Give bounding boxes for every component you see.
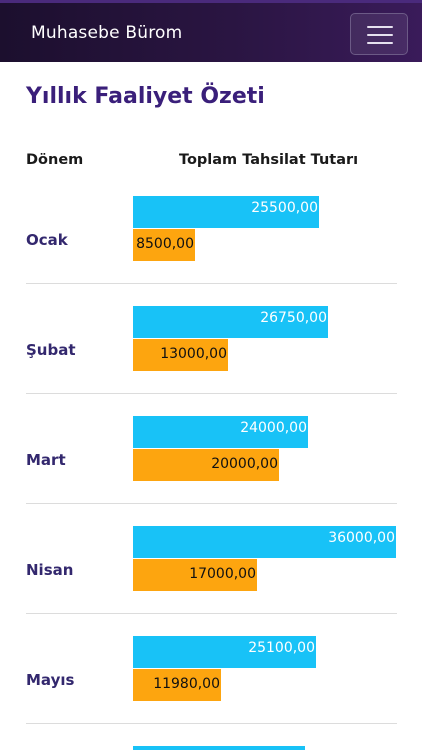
- table-row: Mart 24000,00 20000,00: [0, 416, 422, 526]
- row-divider: [26, 503, 397, 504]
- collected-amount-bar: 17000,00: [133, 559, 257, 591]
- table-row: Mayıs 25100,00 11980,00: [0, 636, 422, 746]
- total-amount-bar: 24000,00: [133, 416, 308, 448]
- period-label[interactable]: Nisan: [26, 561, 74, 579]
- period-label[interactable]: Şubat: [26, 341, 76, 359]
- page-title: Yıllık Faaliyet Özeti: [26, 84, 265, 109]
- row-divider: [26, 283, 397, 284]
- collected-amount-bar: 11980,00: [133, 669, 221, 701]
- collected-amount-bar: 8500,00: [133, 229, 195, 261]
- total-amount-bar: 36000,00: [133, 526, 396, 558]
- row-divider: [26, 613, 397, 614]
- menu-line-icon: [367, 34, 393, 36]
- table-row: Nisan 36000,00 17000,00: [0, 526, 422, 636]
- table-row: Ocak 25500,00 8500,00: [0, 196, 422, 306]
- period-label[interactable]: Mart: [26, 451, 66, 469]
- period-label[interactable]: Ocak: [26, 231, 68, 249]
- column-header-period: Dönem: [26, 152, 84, 168]
- navbar: Muhasebe Bürom: [0, 0, 422, 62]
- brand-title[interactable]: Muhasebe Bürom: [31, 23, 183, 43]
- collected-amount-bar: 20000,00: [133, 449, 279, 481]
- total-amount-bar: 25100,00: [133, 636, 316, 668]
- hamburger-menu-button[interactable]: [350, 13, 408, 55]
- total-amount-bar: [133, 746, 305, 750]
- menu-line-icon: [367, 26, 393, 28]
- total-amount-bar: 25500,00: [133, 196, 319, 228]
- column-header-total-collection: Toplam Tahsilat Tutarı: [179, 152, 359, 168]
- total-amount-bar: 26750,00: [133, 306, 328, 338]
- table-row: Şubat 26750,00 13000,00: [0, 306, 422, 416]
- row-divider: [26, 723, 397, 724]
- collected-amount-bar: 13000,00: [133, 339, 228, 371]
- menu-line-icon: [367, 42, 393, 44]
- period-label[interactable]: Mayıs: [26, 671, 75, 689]
- row-divider: [26, 393, 397, 394]
